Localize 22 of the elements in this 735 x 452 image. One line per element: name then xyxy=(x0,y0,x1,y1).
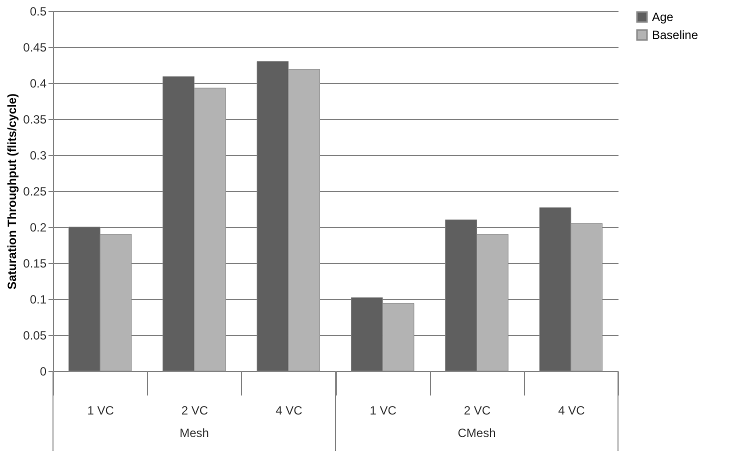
y-tick-label: 0.2 xyxy=(30,220,47,234)
x-tick-label: 1 VC xyxy=(87,404,114,418)
x-tick-label: 2 VC xyxy=(464,404,491,418)
x-tick-label: 1 VC xyxy=(370,404,397,418)
y-tick-label: 0 xyxy=(40,364,47,378)
y-tick-label: 0.35 xyxy=(23,112,47,126)
y-tick-label: 0.45 xyxy=(23,40,47,54)
y-tick-label: 0.3 xyxy=(30,148,47,162)
legend-label: Age xyxy=(652,10,674,24)
y-tick-label: 0.15 xyxy=(23,256,47,270)
text: Mesh xyxy=(180,426,209,440)
y-axis-title: Saturation Throughput (flits/cycle) xyxy=(5,93,20,290)
y-tick-label: 0.25 xyxy=(23,184,47,198)
y-tick-label: 0.5 xyxy=(30,4,47,18)
x-tick-label: 2 VC xyxy=(181,404,208,418)
y-tick-label: 0.4 xyxy=(30,76,47,90)
text: CMesh xyxy=(458,426,496,440)
x-tick-label: 4 VC xyxy=(276,404,303,418)
y-tick-label: 0.05 xyxy=(23,328,47,342)
legend-label: Baseline xyxy=(652,28,698,42)
y-tick-label: 0.1 xyxy=(30,292,47,306)
x-tick-label: 4 VC xyxy=(558,404,586,418)
